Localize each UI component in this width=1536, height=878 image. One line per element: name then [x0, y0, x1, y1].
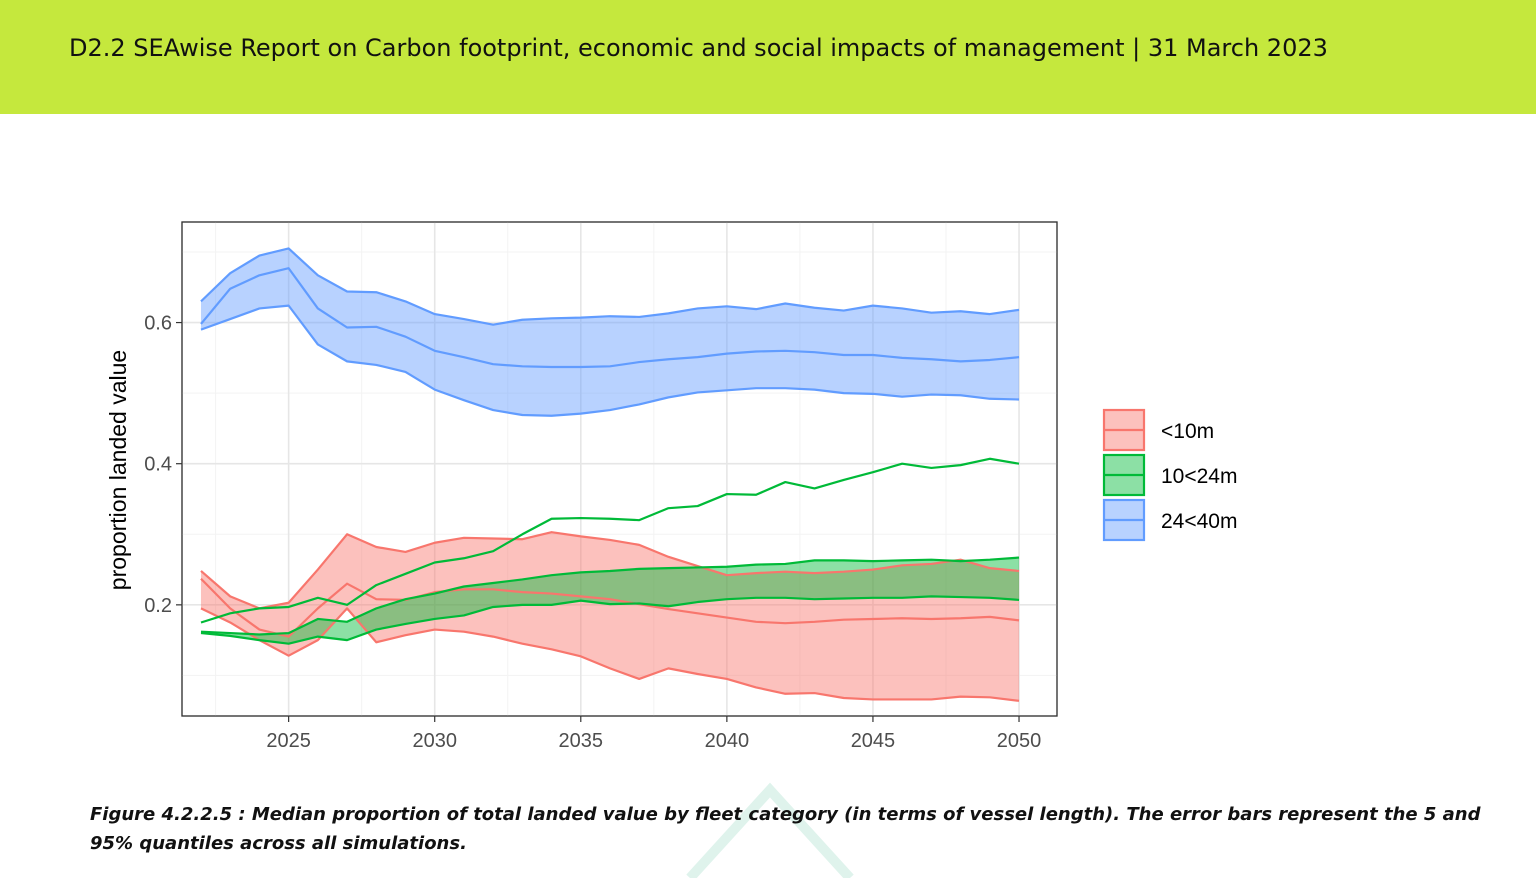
x-tick-label: 2025: [266, 730, 311, 752]
report-header: D2.2 SEAwise Report on Carbon footprint,…: [0, 0, 1536, 114]
x-axis: 2025 2030 2035 2040 2045 2050: [266, 716, 1041, 752]
plot-border: [181, 221, 1058, 717]
line-series-1-lower: [200, 595, 1020, 645]
line-series-0-upper: [200, 531, 1020, 610]
legend: <10m 10<24m 24<40m: [1102, 408, 1237, 542]
y-tick-label: 0.2: [144, 595, 172, 617]
legend-label-0: <10m: [1161, 420, 1214, 443]
x-tick-label: 2030: [412, 730, 457, 752]
x-tick-label: 2050: [997, 730, 1042, 752]
x-tick-label: 2045: [851, 730, 896, 752]
y-tick-label: 0.4: [144, 454, 172, 476]
legend-label-1: 10<24m: [1161, 465, 1237, 488]
line-series-0-lower: [200, 607, 1020, 702]
line-series-1-median: [200, 457, 1020, 624]
x-tick-label: 2040: [705, 730, 750, 752]
line-layer: [200, 247, 1020, 702]
ribbon-series-1: [200, 557, 1020, 644]
legend-label-2: 24<40m: [1161, 510, 1237, 533]
line-series-1-upper: [200, 556, 1020, 636]
ribbon-series-2: [200, 248, 1020, 416]
y-tick-label: 0.6: [144, 313, 172, 335]
x-tick-label: 2035: [559, 730, 604, 752]
line-series-2-median: [200, 267, 1020, 369]
legend-item-0: <10m: [1102, 408, 1214, 452]
legend-item-1: 10<24m: [1102, 453, 1237, 497]
y-axis: 0.2 0.4 0.6: [144, 313, 182, 617]
line-series-2-lower: [200, 304, 1020, 417]
line-series-0-median: [200, 577, 1020, 638]
grid-minor: [182, 222, 1057, 716]
legend-item-2: 24<40m: [1102, 498, 1237, 542]
grid-major: [182, 222, 1057, 716]
line-series-2-upper: [200, 247, 1020, 326]
y-axis-label: proportion landed value: [105, 350, 131, 590]
figure-caption: Figure 4.2.2.5 : Median proportion of to…: [90, 804, 1481, 854]
report-title: D2.2 SEAwise Report on Carbon footprint,…: [69, 34, 1328, 62]
